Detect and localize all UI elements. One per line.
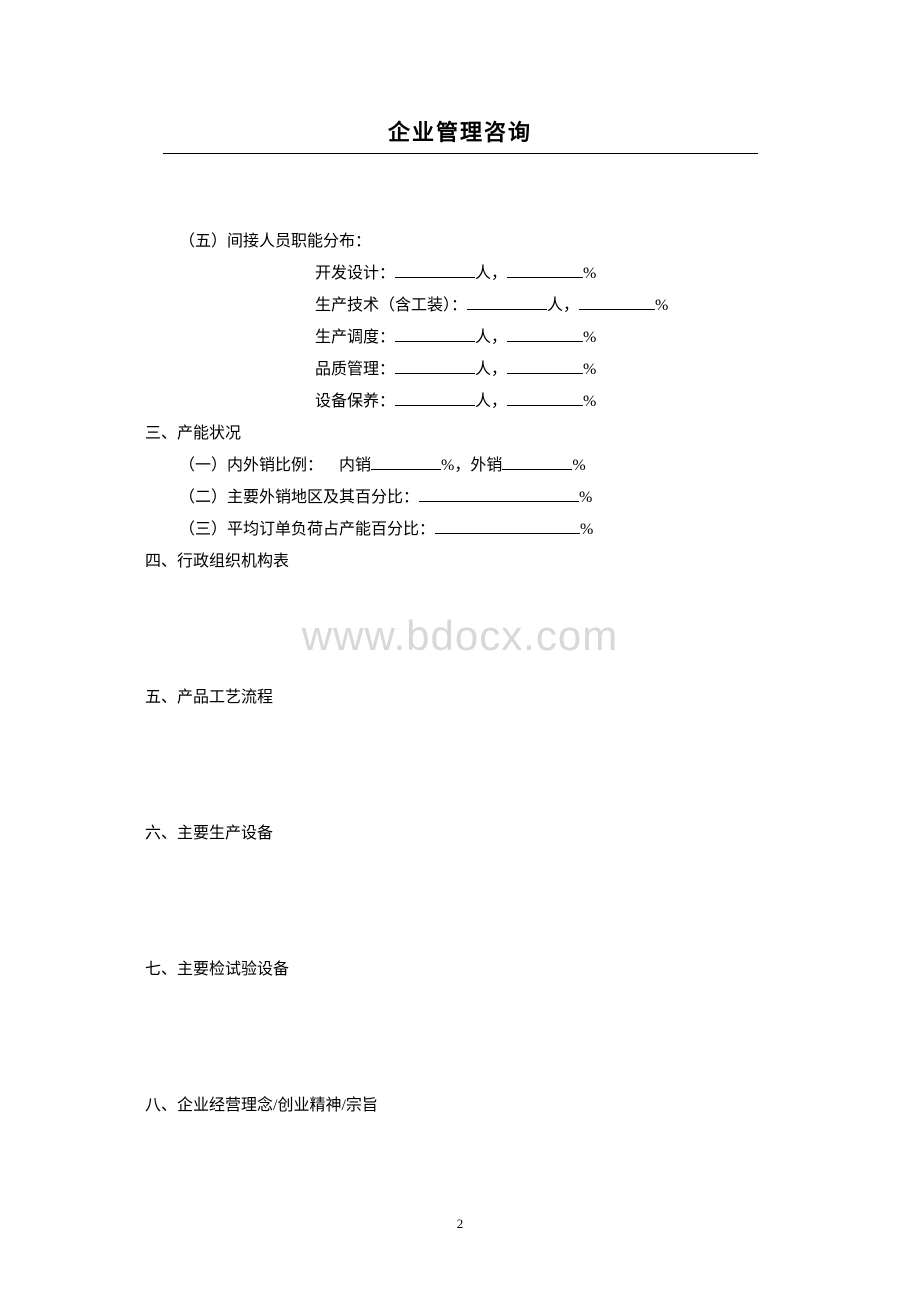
item-label-mid: 人， xyxy=(475,265,507,282)
document-content: （五）间接人员职能分布： 开发设计： 人，% 生产技术（含工装）： 人，% 生产调度… xyxy=(145,226,775,1122)
section-7-title: 七、主要检试验设备 xyxy=(145,954,775,986)
section-5-item-0: 开发设计： 人，% xyxy=(145,258,775,290)
item-label-pre: 生产调度： xyxy=(315,329,395,346)
item-label-end: % xyxy=(579,489,592,506)
header-title: 企业管理咨询 xyxy=(145,115,775,147)
section-5-item-4: 设备保养： 人，% xyxy=(145,386,775,418)
blank-field xyxy=(507,388,583,406)
blank-field xyxy=(502,452,572,470)
section-3-item-1: （一）内外销比例： 内销 %，外销% xyxy=(145,450,775,482)
section-5-item-3: 品质管理： 人，% xyxy=(145,354,775,386)
item-label-end: % xyxy=(583,361,596,378)
item-label-end: % xyxy=(583,265,596,282)
spacer xyxy=(145,578,775,682)
blank-field xyxy=(395,324,475,342)
blank-field xyxy=(395,260,475,278)
section-3-title: 三、产能状况 xyxy=(145,418,775,450)
item-label-mid: %，外销 xyxy=(441,457,502,474)
spacer xyxy=(145,714,775,818)
page-number: 2 xyxy=(457,1216,464,1232)
item-label-mid: 人， xyxy=(547,297,579,314)
section-4-title: 四、行政组织机构表 xyxy=(145,546,775,578)
item-label-end: % xyxy=(580,521,593,538)
section-8-title: 八、企业经营理念/创业精神/宗旨 xyxy=(145,1090,775,1122)
item-label-pre: 生产技术（含工装）： xyxy=(315,297,467,314)
document-page: www.bdocx.com 企业管理咨询 （五）间接人员职能分布： 开发设计：人… xyxy=(0,0,920,1302)
item-label-mid: 人， xyxy=(475,361,507,378)
item-label-end: % xyxy=(583,393,596,410)
blank-field xyxy=(507,356,583,374)
item-label-end: % xyxy=(572,457,585,474)
item-label-pre: 设备保养： xyxy=(315,393,395,410)
item-label-pre: （一）内外销比例： 内销 xyxy=(179,457,371,474)
item-label-end: % xyxy=(655,297,668,314)
item-label-pre: 开发设计： xyxy=(315,265,395,282)
section-3-item-3: （三）平均订单负荷占产能百分比：% xyxy=(145,514,775,546)
section-5-item-2: 生产调度： 人，% xyxy=(145,322,775,354)
blank-field xyxy=(579,292,655,310)
section-5-item-1: 生产技术（含工装）： 人，% xyxy=(145,290,775,322)
section-3-item-2: （二）主要外销地区及其百分比：% xyxy=(145,482,775,514)
spacer xyxy=(145,850,775,954)
section-5b-title: 五、产品工艺流程 xyxy=(145,682,775,714)
item-label-pre: （二）主要外销地区及其百分比： xyxy=(179,489,419,506)
spacer xyxy=(145,986,775,1090)
blank-field xyxy=(419,484,579,502)
item-label-mid: 人， xyxy=(475,329,507,346)
section-6-title: 六、主要生产设备 xyxy=(145,818,775,850)
item-label-pre: （三）平均订单负荷占产能百分比： xyxy=(179,521,435,538)
document-header: 企业管理咨询 xyxy=(145,115,775,154)
item-label-mid: 人， xyxy=(475,393,507,410)
blank-field xyxy=(507,260,583,278)
blank-field xyxy=(371,452,441,470)
blank-field xyxy=(507,324,583,342)
section-5-title: （五）间接人员职能分布： xyxy=(145,226,775,258)
item-label-end: % xyxy=(583,329,596,346)
header-underline xyxy=(163,153,758,154)
blank-field xyxy=(467,292,547,310)
blank-field xyxy=(395,356,475,374)
item-label-pre: 品质管理： xyxy=(315,361,395,378)
blank-field xyxy=(395,388,475,406)
blank-field xyxy=(435,516,580,534)
